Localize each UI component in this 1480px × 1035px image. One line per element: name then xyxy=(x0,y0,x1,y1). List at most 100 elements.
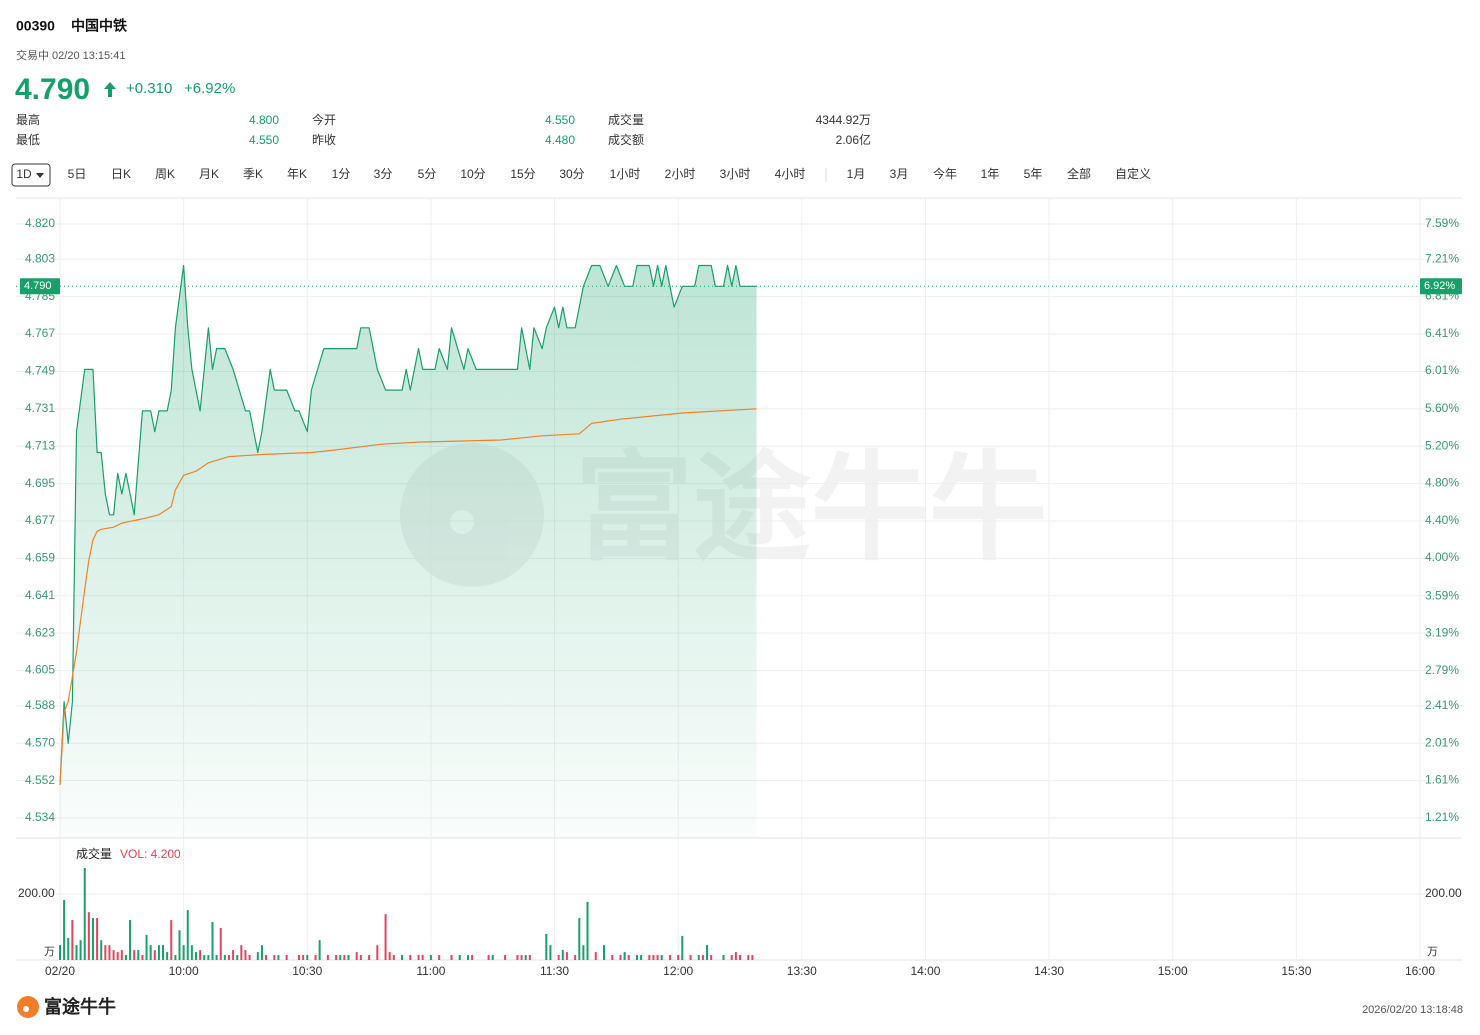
stat-value: 4.800 xyxy=(249,113,279,127)
range-tab[interactable]: 自定义 xyxy=(1115,166,1151,181)
price-area xyxy=(60,265,757,838)
stat-value: 4344.92万 xyxy=(816,113,871,127)
volume-bar xyxy=(91,918,94,960)
x-tick-label: 11:30 xyxy=(540,964,569,978)
period-tab[interactable]: 月K xyxy=(199,167,219,181)
volume-bar xyxy=(549,945,552,960)
volume-bar xyxy=(656,955,659,960)
volume-bar xyxy=(421,955,424,960)
stat-label: 今开 xyxy=(312,112,336,127)
range-tab[interactable]: 全部 xyxy=(1067,166,1091,181)
volume-bar xyxy=(627,955,630,960)
price-line xyxy=(59,264,757,785)
volume-bar xyxy=(528,955,531,960)
volume-bar xyxy=(586,901,589,960)
period-tab[interactable]: 10分 xyxy=(460,167,485,181)
y2-tick-label: 6.01% xyxy=(1425,363,1459,377)
dropdown-caret xyxy=(36,173,44,178)
volume-bar xyxy=(648,955,651,960)
period-tab[interactable]: 3小时 xyxy=(720,167,751,181)
trade-status: 交易中 02/20 13:15:41 xyxy=(16,48,125,62)
volume-bar xyxy=(108,945,111,960)
volume-tick-label: 200.00 xyxy=(18,886,55,900)
volume-bar xyxy=(467,955,469,960)
volume-bar xyxy=(59,945,61,960)
volume-bar xyxy=(561,950,564,960)
x-tick-label: 02/20 xyxy=(45,964,75,978)
volume-bar xyxy=(260,945,263,960)
volume-bar xyxy=(302,955,305,960)
volume-bar xyxy=(730,955,733,960)
y-tick-label: 4.623 xyxy=(25,625,55,639)
period-dropdown[interactable] xyxy=(11,163,51,187)
period-tab[interactable]: 年K xyxy=(287,167,307,181)
y-tick-label: 4.605 xyxy=(25,663,55,677)
range-tab[interactable]: 5年 xyxy=(1024,167,1043,181)
period-tab[interactable]: 周K xyxy=(155,167,175,181)
volume-bar xyxy=(273,955,276,960)
volume-bar xyxy=(67,937,70,960)
volume-bar xyxy=(153,950,156,960)
volume-bar xyxy=(203,955,206,960)
y2-tick-label: 6.41% xyxy=(1425,326,1459,340)
volume-subtitle: VOL: 4.200 xyxy=(120,847,181,861)
period-tab[interactable]: 1分 xyxy=(332,167,351,181)
y2-tick-label: 4.00% xyxy=(1425,550,1459,564)
period-tab[interactable]: 5日 xyxy=(68,167,87,181)
period-tab[interactable]: 5分 xyxy=(418,167,437,181)
volume-bar xyxy=(747,955,750,960)
volume-bar xyxy=(166,952,169,960)
period-tab[interactable]: 1小时 xyxy=(610,167,641,181)
range-tab[interactable]: 1月 xyxy=(847,167,866,181)
x-tick-label: 10:30 xyxy=(292,964,322,978)
y2-tick-label: 5.20% xyxy=(1425,438,1459,452)
volume-bar xyxy=(681,935,684,960)
price-change: +0.310 xyxy=(126,80,172,97)
volume-bar xyxy=(438,955,441,960)
plot: 02/20 10:00 10:30 11:00 11:30 12:00 13:30 14:00… xyxy=(16,198,1462,978)
x-tick-label: 14:00 xyxy=(910,964,940,978)
volume-bar xyxy=(751,955,754,960)
period-tab[interactable]: 4小时 xyxy=(775,167,806,181)
period-tab[interactable]: 2小时 xyxy=(665,167,696,181)
volume-bar xyxy=(306,955,309,960)
y-tick-label: 4.731 xyxy=(25,401,55,415)
volume-bar xyxy=(100,940,103,960)
y-tick-label: 4.552 xyxy=(25,773,55,787)
volume-bar xyxy=(339,955,342,960)
y2-tick-label: 3.59% xyxy=(1425,588,1459,602)
volume-bar xyxy=(63,899,66,960)
volume-bar xyxy=(182,945,185,960)
y-tick-label: 4.695 xyxy=(25,476,55,490)
range-tab[interactable]: 1年 xyxy=(981,167,1000,181)
stock-code: 00390 xyxy=(16,18,55,34)
volume-bar xyxy=(450,955,453,960)
volume-bar xyxy=(141,955,144,960)
x-tick-label: 13:30 xyxy=(787,964,817,978)
volume-bar xyxy=(137,950,140,960)
volume-bar xyxy=(223,955,226,960)
range-tab[interactable]: 3月 xyxy=(890,167,909,181)
volume-bar xyxy=(388,952,391,960)
volume-bar xyxy=(516,955,519,960)
volume-bar xyxy=(545,933,548,960)
volume-bar xyxy=(623,952,626,960)
period-tab[interactable]: 15分 xyxy=(510,167,535,181)
period-tab[interactable]: 3分 xyxy=(374,167,393,181)
volume-bar xyxy=(335,955,338,960)
period-tab[interactable]: 季K xyxy=(243,167,263,181)
volume-bar xyxy=(277,955,280,960)
range-tab[interactable]: 今年 xyxy=(933,166,957,181)
period-tab[interactable]: 日K xyxy=(111,167,131,181)
volume-bar xyxy=(326,955,329,960)
volume-bar xyxy=(83,867,86,960)
period-tab[interactable]: 1D xyxy=(16,167,32,181)
period-tab[interactable]: 30分 xyxy=(559,167,584,181)
volume-bar xyxy=(722,955,725,960)
volume-bar xyxy=(256,952,259,960)
stat-value: 4.550 xyxy=(545,113,575,127)
volume-bar xyxy=(112,950,115,960)
stat-label: 最低 xyxy=(16,133,40,147)
stat-label: 成交量 xyxy=(608,112,644,127)
y-tick-label: 4.749 xyxy=(25,364,55,378)
